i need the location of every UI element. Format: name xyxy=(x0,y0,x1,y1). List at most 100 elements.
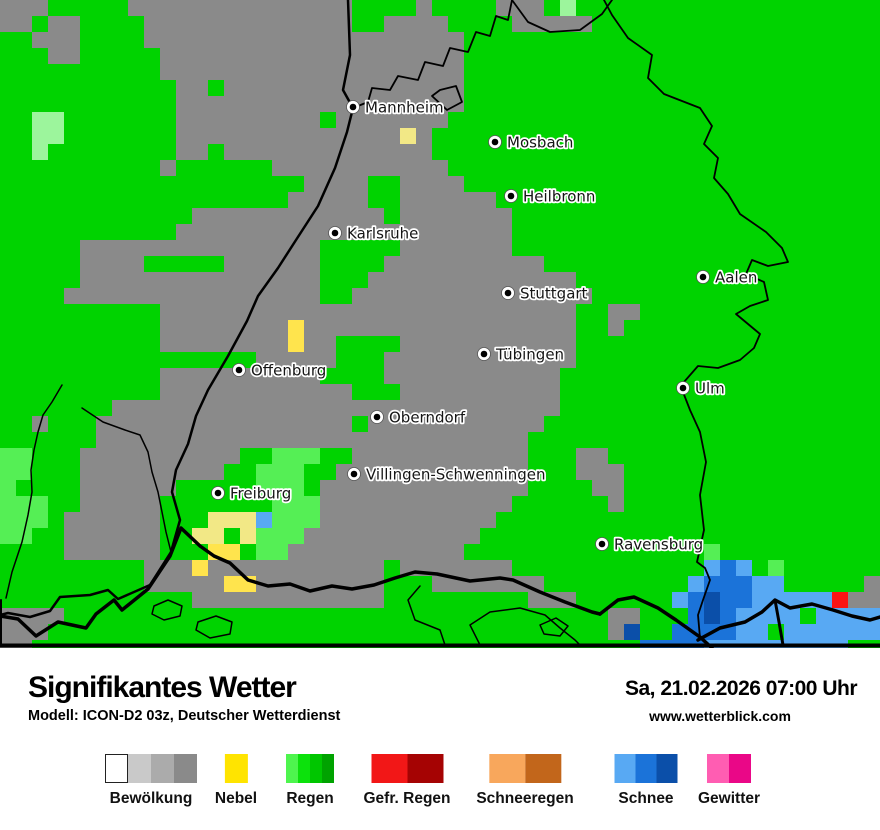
legend-item-nebel: Nebel xyxy=(215,754,257,808)
weather-cell xyxy=(448,32,464,48)
weather-cell xyxy=(208,400,224,416)
weather-cell xyxy=(240,528,256,544)
weather-cell xyxy=(304,560,320,576)
legend-swatch xyxy=(524,754,561,783)
weather-cell xyxy=(416,432,432,448)
weather-cell xyxy=(192,304,208,320)
weather-cell xyxy=(304,448,320,464)
weather-cell xyxy=(448,224,464,240)
weather-cell xyxy=(304,432,320,448)
weather-cell xyxy=(288,304,304,320)
border-line xyxy=(407,585,446,646)
weather-cell xyxy=(80,528,96,544)
weather-cell xyxy=(352,560,368,576)
weather-cell xyxy=(288,592,304,608)
weather-cell xyxy=(496,320,512,336)
city-label: Karlsruhe xyxy=(347,225,418,243)
weather-cell xyxy=(480,320,496,336)
weather-cell xyxy=(176,224,192,240)
weather-cell xyxy=(352,544,368,560)
weather-cell xyxy=(80,256,96,272)
weather-cell xyxy=(432,32,448,48)
weather-cell xyxy=(240,384,256,400)
weather-cell xyxy=(336,528,352,544)
weather-cell xyxy=(240,0,256,16)
weather-cell xyxy=(176,240,192,256)
weather-cell xyxy=(320,320,336,336)
weather-cell xyxy=(240,272,256,288)
weather-cell xyxy=(480,384,496,400)
weather-cell xyxy=(160,272,176,288)
weather-cell xyxy=(496,224,512,240)
weather-cell xyxy=(304,176,320,192)
weather-cell xyxy=(304,32,320,48)
weather-cell xyxy=(400,48,416,64)
weather-cell xyxy=(288,160,304,176)
weather-cell xyxy=(512,416,528,432)
weather-cell xyxy=(192,320,208,336)
weather-cell xyxy=(464,560,480,576)
weather-cell xyxy=(496,240,512,256)
weather-cell xyxy=(864,592,880,608)
border-line xyxy=(151,599,183,621)
weather-cell xyxy=(176,416,192,432)
weather-cell xyxy=(176,112,192,128)
weather-cell xyxy=(352,32,368,48)
legend-swatch xyxy=(128,754,151,783)
model-info: Modell: ICON-D2 03z, Deutscher Wetterdie… xyxy=(28,708,341,724)
weather-cell xyxy=(432,256,448,272)
weather-cell xyxy=(416,0,432,16)
weather-cell xyxy=(368,112,384,128)
weather-cell xyxy=(208,272,224,288)
weather-cell xyxy=(0,16,16,32)
weather-cell xyxy=(256,544,272,560)
border-line xyxy=(511,0,613,33)
weather-cell xyxy=(400,432,416,448)
weather-cell xyxy=(288,208,304,224)
weather-cell xyxy=(16,496,32,512)
weather-cell xyxy=(816,608,832,624)
legend-swatches xyxy=(286,754,334,783)
weather-cell xyxy=(544,368,560,384)
weather-cell xyxy=(352,512,368,528)
weather-cell xyxy=(224,208,240,224)
weather-cell xyxy=(128,544,144,560)
weather-cell xyxy=(336,208,352,224)
weather-cell xyxy=(48,608,64,624)
city-marker-stuttgart: Stuttgart xyxy=(501,283,589,304)
weather-cell xyxy=(288,64,304,80)
weather-cell xyxy=(80,544,96,560)
weather-cell xyxy=(448,464,464,480)
weather-cell xyxy=(448,384,464,400)
weather-cell xyxy=(416,352,432,368)
weather-cell xyxy=(304,304,320,320)
weather-cell xyxy=(784,624,800,640)
weather-cell xyxy=(464,384,480,400)
weather-cell xyxy=(144,560,160,576)
weather-cell xyxy=(608,320,624,336)
weather-cell xyxy=(400,16,416,32)
weather-cell xyxy=(144,496,160,512)
weather-cell xyxy=(368,480,384,496)
weather-cell xyxy=(128,464,144,480)
weather-cell xyxy=(176,336,192,352)
weather-cell xyxy=(224,272,240,288)
weather-cell xyxy=(320,352,336,368)
weather-cell xyxy=(256,480,272,496)
border-line xyxy=(469,607,581,646)
weather-cell xyxy=(288,352,304,368)
weather-cell xyxy=(288,464,304,480)
weather-cell xyxy=(240,256,256,272)
weather-cell xyxy=(480,288,496,304)
weather-cell xyxy=(736,592,752,608)
weather-cell xyxy=(352,48,368,64)
weather-cell xyxy=(96,528,112,544)
weather-cell xyxy=(288,512,304,528)
weather-cell xyxy=(144,544,160,560)
weather-cell xyxy=(336,176,352,192)
city-marker-mannheim: Mannheim xyxy=(346,97,445,118)
weather-cell xyxy=(64,512,80,528)
weather-cell xyxy=(208,224,224,240)
weather-cell xyxy=(288,272,304,288)
weather-cell xyxy=(304,368,320,384)
